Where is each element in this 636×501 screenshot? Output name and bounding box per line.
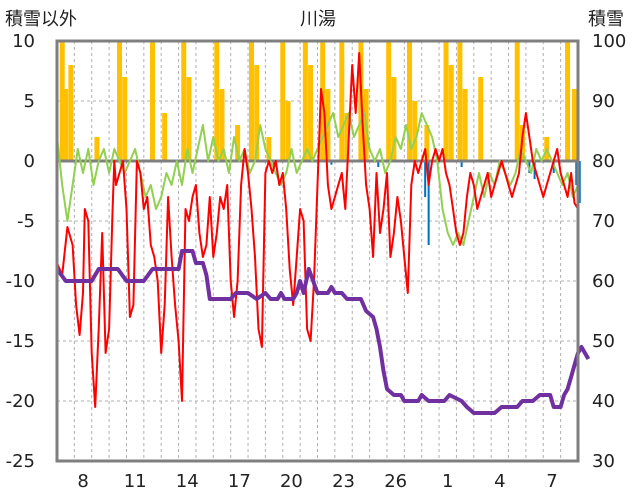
x-tick-label: 4	[494, 471, 505, 492]
right-tick-label: 80	[592, 151, 615, 172]
negative-bar	[330, 161, 333, 165]
left-tick-label: 5	[24, 91, 35, 112]
x-tick-label: 26	[384, 471, 407, 492]
negative-bar	[424, 161, 427, 197]
precip-bar	[443, 41, 449, 161]
left-tick-label: 0	[24, 151, 35, 172]
right-axis-label: 積雪	[588, 9, 624, 30]
x-axis-ticks: 8 11 14 17 20 23 26 1 4 7	[77, 471, 557, 492]
x-tick-label: 11	[124, 471, 147, 492]
right-tick-label: 30	[592, 451, 615, 472]
negative-bar	[427, 161, 430, 245]
right-axis-ticks: 100 90 80 70 60 50 40 30	[592, 31, 626, 472]
precip-bar	[150, 41, 156, 161]
left-tick-label: -15	[6, 331, 35, 352]
left-tick-label: 10	[12, 31, 35, 52]
precip-bar	[391, 77, 397, 161]
x-tick-label: 17	[228, 471, 251, 492]
snow_depth-line	[55, 249, 591, 415]
negative-bar	[578, 161, 581, 203]
right-tick-label: 50	[592, 331, 615, 352]
precip-bar	[514, 41, 520, 161]
x-tick-label: 7	[546, 471, 557, 492]
precip-bar	[339, 41, 345, 161]
left-axis-ticks: 10 5 0 -5 -10 -15 -20 -25	[6, 31, 35, 472]
precip-bar	[386, 41, 392, 161]
left-tick-label: -20	[6, 391, 35, 412]
precip-bar	[448, 65, 454, 161]
precip-bar	[478, 77, 484, 161]
precip-bar	[181, 41, 187, 161]
x-tick-label: 1	[442, 471, 453, 492]
x-tick-label: 14	[176, 471, 199, 492]
precip-bar	[344, 113, 350, 161]
precip-bar	[117, 41, 123, 161]
precip-bar	[219, 89, 225, 161]
precip-bar	[254, 65, 260, 161]
precip-bar	[63, 89, 69, 161]
precip-bar	[280, 41, 286, 161]
x-tick-label: 23	[332, 471, 355, 492]
precip-bar	[457, 41, 463, 161]
negative-bar	[575, 161, 578, 185]
precip-bar	[308, 65, 314, 161]
temperature-line	[56, 52, 579, 408]
precip-bar	[285, 101, 291, 161]
precip-bar	[94, 137, 100, 161]
precip-bar	[59, 41, 65, 161]
precip-bar	[266, 137, 272, 161]
right-tick-label: 90	[592, 91, 615, 112]
humidity_like-line	[56, 112, 579, 246]
left-tick-label: -5	[17, 211, 35, 232]
precip-bar	[214, 41, 220, 161]
left-tick-label: -25	[6, 451, 35, 472]
precip-bar	[424, 125, 430, 161]
precip-bar	[462, 89, 468, 161]
x-tick-label: 20	[280, 471, 303, 492]
precip-bar	[572, 89, 578, 161]
plot-frame	[55, 39, 580, 463]
precip-bar	[565, 41, 571, 161]
right-tick-label: 70	[592, 211, 615, 232]
precip-bar	[302, 41, 308, 161]
right-tick-label: 60	[592, 271, 615, 292]
left-tick-label: -10	[6, 271, 35, 292]
chart-title: 川湯	[300, 9, 336, 30]
grid	[57, 41, 578, 461]
negative-bar	[273, 161, 276, 165]
x-tick-label: 8	[77, 471, 88, 492]
precip-bar	[186, 77, 192, 161]
precip-bar	[412, 101, 418, 161]
precip-bar	[235, 125, 241, 161]
precip-bar	[68, 65, 74, 161]
series-lines	[55, 52, 591, 415]
negative-bar	[377, 161, 380, 167]
precip-bar	[407, 41, 413, 161]
precip-bar	[122, 77, 128, 161]
left-axis-label: 積雪以外	[5, 9, 77, 30]
precip-bar	[249, 41, 255, 161]
right-tick-label: 100	[592, 31, 626, 52]
precip-bar	[162, 113, 168, 161]
negative-bar	[460, 161, 463, 167]
right-tick-label: 40	[592, 391, 615, 412]
